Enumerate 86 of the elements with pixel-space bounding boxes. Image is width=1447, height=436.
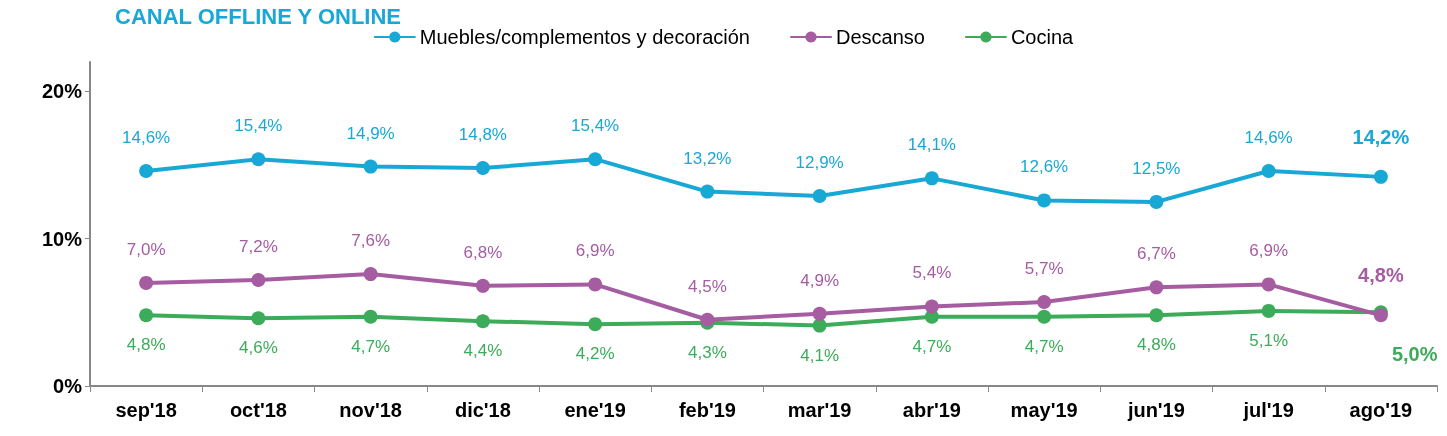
data-label: 7,2% (239, 236, 278, 256)
data-label: 4,2% (575, 344, 615, 364)
point (363, 159, 378, 174)
data-label: 4,7% (351, 336, 390, 356)
point (1037, 309, 1052, 324)
point (1149, 280, 1164, 295)
y-tick-label: 0% (53, 375, 83, 397)
point (139, 163, 154, 178)
data-label: 5,1% (1249, 330, 1288, 350)
point (363, 267, 378, 282)
data-label: 14,9% (346, 123, 395, 143)
point (251, 272, 266, 287)
x-tick-label: feb'19 (678, 399, 736, 421)
data-label: 4,4% (463, 341, 503, 361)
point (924, 299, 939, 314)
data-label: 4,6% (239, 338, 278, 358)
data-label: 15,4% (234, 116, 283, 136)
point (363, 309, 378, 324)
point (1037, 193, 1052, 208)
data-label: 7,0% (126, 239, 166, 259)
point (588, 277, 603, 292)
x-tick-label: may'19 (1010, 399, 1078, 421)
data-label: 4,8% (1358, 264, 1404, 287)
data-label: 4,1% (800, 345, 839, 365)
x-tick-label: mar'19 (787, 399, 852, 421)
point (1149, 194, 1164, 209)
data-label: 14,1% (907, 135, 956, 155)
x-tick-label: oct'18 (229, 399, 287, 421)
data-label: 4,8% (126, 335, 166, 355)
data-label: 5,4% (912, 263, 952, 283)
point (812, 189, 827, 204)
point (1037, 295, 1052, 310)
data-label: 4,7% (1024, 336, 1064, 356)
point (588, 152, 603, 167)
y-tick-label: 10% (41, 227, 83, 250)
data-label: 12,9% (795, 153, 844, 173)
point (475, 161, 490, 176)
data-label: 14,6% (122, 127, 171, 147)
point (1261, 303, 1276, 318)
chart-title: CANAL OFFLINE Y ONLINE (115, 3, 402, 29)
point (1373, 169, 1388, 184)
x-tick-label: ago'19 (1349, 399, 1413, 421)
data-label: 6,8% (463, 242, 503, 262)
point (251, 311, 266, 326)
point (1261, 163, 1276, 178)
data-label: 15,4% (571, 116, 620, 136)
legend-label: Descanso (835, 26, 925, 48)
legend-label: Muebles/complementos y decoración (419, 26, 750, 48)
data-label: 4,9% (800, 270, 839, 290)
data-label: 4,7% (912, 336, 952, 356)
x-tick-label: nov'18 (339, 399, 402, 421)
data-label: 12,5% (1132, 158, 1181, 178)
data-label: 5,0% (1391, 343, 1438, 366)
y-tick-label: 20% (41, 80, 83, 103)
data-label: 14,6% (1244, 127, 1293, 147)
point (139, 308, 154, 323)
data-label: 4,5% (688, 276, 727, 296)
data-label: 14,2% (1352, 125, 1410, 148)
point (251, 152, 266, 167)
point (475, 278, 490, 293)
x-tick-label: dic'18 (454, 399, 511, 421)
point (588, 317, 603, 332)
data-label: 13,2% (683, 148, 732, 168)
point (924, 171, 939, 186)
data-label: 12,6% (1020, 157, 1069, 177)
x-tick-label: jun'19 (1126, 399, 1185, 421)
x-tick-label: ene'19 (564, 399, 626, 421)
data-label: 7,6% (351, 231, 390, 251)
data-label: 6,9% (1249, 241, 1288, 261)
point (475, 314, 490, 329)
x-tick-label: jul'19 (1242, 399, 1294, 421)
data-label: 4,8% (1137, 335, 1176, 355)
data-label: 6,9% (575, 241, 615, 261)
point (1261, 277, 1276, 292)
data-label: 4,3% (688, 342, 727, 362)
legend-label: Cocina (1010, 26, 1075, 48)
x-tick-label: sep'18 (115, 399, 177, 421)
data-label: 14,8% (458, 125, 507, 145)
x-tick-label: abr'19 (902, 399, 961, 421)
point (139, 275, 154, 290)
data-label: 5,7% (1024, 259, 1064, 279)
point (700, 184, 715, 199)
point (1149, 308, 1164, 323)
data-label: 6,7% (1137, 244, 1176, 264)
point (812, 318, 827, 333)
point (812, 306, 827, 321)
